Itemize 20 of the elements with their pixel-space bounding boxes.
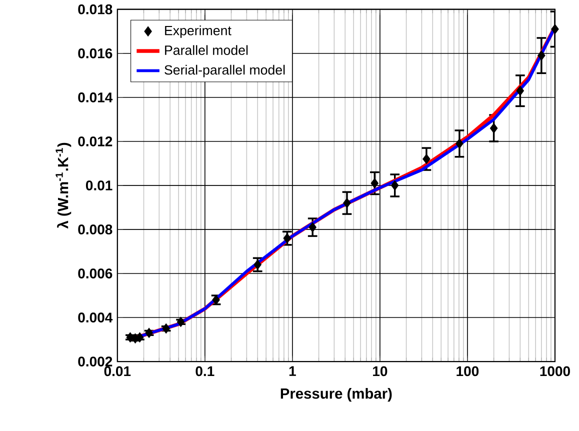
x-tick-label: 1000 bbox=[540, 366, 570, 376]
y-tick-label: 0.018 bbox=[78, 4, 112, 14]
y-tick-label: 0.01 bbox=[86, 180, 112, 190]
y-axis-title: λ (W.m$^{-1}$.K$^{-1}$) bbox=[56, 142, 72, 229]
x-tick-label: 100 bbox=[456, 366, 479, 376]
x-tick-label: 0.01 bbox=[104, 366, 131, 376]
legend-label: Parallel model bbox=[165, 45, 248, 56]
x-tick-label: 10 bbox=[373, 366, 388, 376]
y-tick-label: 0.008 bbox=[78, 224, 112, 234]
y-tick-label: 0.016 bbox=[78, 48, 112, 58]
x-axis-title: Pressure (mbar) bbox=[280, 388, 392, 402]
legend-label: Serial-parallel model bbox=[164, 64, 285, 78]
x-tick-label: 1 bbox=[289, 366, 296, 376]
y-tick-label: 0.014 bbox=[78, 92, 113, 102]
x-tick-label: 0.1 bbox=[196, 366, 214, 376]
y-tick-label: 0.004 bbox=[78, 312, 113, 323]
y-tick-label: 0.012 bbox=[78, 136, 112, 146]
y-tick-label: 0.002 bbox=[78, 356, 112, 367]
y-tick-label: 0.006 bbox=[78, 268, 112, 278]
legend-label: Experiment bbox=[165, 26, 232, 38]
